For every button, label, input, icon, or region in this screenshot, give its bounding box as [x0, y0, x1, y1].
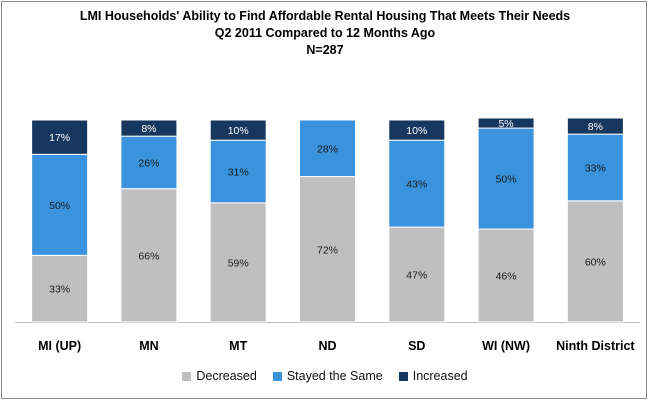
data-label-decreased-wi-nw: 46% — [496, 271, 517, 283]
data-label-stayed-the-same-wi-nw: 50% — [496, 174, 517, 186]
data-label-decreased-sd: 47% — [406, 270, 427, 282]
x-tick-label-sd: SD — [408, 339, 425, 353]
bar-segment-increased-ninth-district — [566, 117, 624, 135]
data-label-stayed-the-same-mt: 31% — [228, 167, 249, 179]
data-label-stayed-the-same-mi-up: 50% — [49, 200, 70, 212]
x-tick-label-mi-up: MI (UP) — [38, 339, 81, 353]
chart-sample-size: N=287 — [306, 43, 344, 57]
bar-segment-decreased-mi-up — [31, 254, 89, 323]
bar-segment-increased-mn — [120, 119, 178, 137]
data-label-increased-mi-up: 17% — [49, 132, 70, 144]
data-label-increased-sd: 10% — [406, 125, 427, 137]
data-label-decreased-nd: 72% — [317, 244, 338, 256]
data-label-decreased-mi-up: 33% — [49, 284, 70, 296]
bar-segment-stayed-the-same-mt — [209, 139, 267, 204]
bar-segment-stayed-the-same-sd — [388, 139, 446, 228]
data-label-stayed-the-same-sd: 43% — [406, 179, 427, 191]
data-label-decreased-mt: 59% — [228, 257, 249, 269]
data-label-increased-ninth-district: 8% — [588, 121, 603, 133]
legend-item-decreased: Decreased — [182, 369, 257, 383]
legend-swatch-stayed-the-same — [272, 371, 282, 381]
data-label-stayed-the-same-mn: 26% — [138, 157, 159, 169]
x-tick-label-nd: ND — [318, 339, 336, 353]
data-label-increased-mt: 10% — [228, 125, 249, 137]
bar-segment-stayed-the-same-mi-up — [31, 153, 89, 256]
bar-segment-decreased-sd — [388, 226, 446, 323]
data-label-increased-wi-nw: 5% — [498, 118, 513, 130]
bar-segment-increased-mi-up — [31, 119, 89, 155]
data-label-increased-mn: 8% — [141, 123, 156, 135]
legend-item-stayed-the-same: Stayed the Same — [272, 369, 383, 383]
bar-segment-stayed-the-same-wi-nw — [477, 127, 535, 230]
legend-label-stayed-the-same: Stayed the Same — [286, 369, 383, 383]
x-tick-label-wi-nw: WI (NW) — [482, 339, 530, 353]
bar-segment-stayed-the-same-mn — [120, 135, 178, 190]
bar-segment-decreased-mn — [120, 188, 178, 323]
chart-titles: LMI Households' Ability to Find Affordab… — [0, 8, 650, 59]
bar-segment-increased-mt — [209, 119, 267, 141]
data-label-decreased-mn: 66% — [138, 250, 159, 262]
bar-segment-decreased-ninth-district — [566, 200, 624, 323]
chart-title: LMI Households' Ability to Find Affordab… — [79, 9, 571, 23]
legend-label-decreased: Decreased — [196, 369, 257, 383]
bar-segment-stayed-the-same-ninth-district — [566, 133, 624, 202]
legend-swatch-decreased — [182, 371, 192, 381]
chart-legend: Decreased Stayed the Same Increased — [0, 369, 650, 383]
x-tick-label-ninth-district: Ninth District — [556, 339, 635, 353]
legend-swatch-increased — [398, 371, 408, 381]
x-tick-label-mt: MT — [229, 339, 247, 353]
chart-subtitle: Q2 2011 Compared to 12 Months Ago — [214, 26, 436, 40]
legend-item-increased: Increased — [398, 369, 468, 383]
data-label-decreased-ninth-district: 60% — [585, 256, 606, 268]
x-tick-label-mn: MN — [139, 339, 158, 353]
bar-segment-increased-wi-nw — [477, 117, 535, 129]
bar-segment-stayed-the-same-nd — [299, 119, 356, 178]
data-label-stayed-the-same-ninth-district: 33% — [585, 162, 606, 174]
bar-segment-increased-sd — [388, 119, 446, 141]
legend-label-increased: Increased — [412, 369, 468, 383]
bar-segment-decreased-wi-nw — [477, 228, 535, 323]
data-label-stayed-the-same-nd: 28% — [317, 143, 338, 155]
